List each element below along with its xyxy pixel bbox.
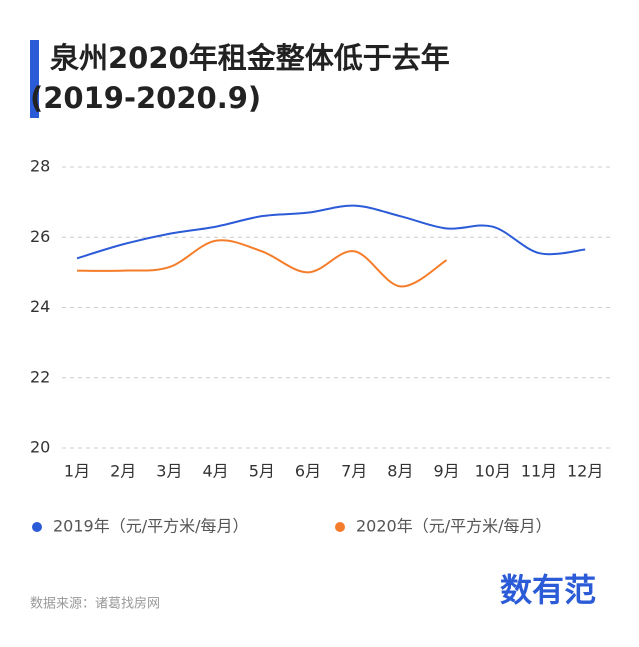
series-line: [76, 239, 448, 288]
legend-marker: [335, 522, 345, 532]
source: 数据来源：诸葛找房网: [30, 596, 160, 612]
x-tick-label: 6月: [295, 462, 321, 481]
x-tick-label: 7月: [341, 462, 367, 481]
x-tick-label: 1月: [64, 462, 90, 481]
x-tick-label: 3月: [156, 462, 182, 481]
chart-title: 泉州2020年租金整体低于去年: [50, 41, 450, 75]
x-tick-label: 10月: [475, 462, 511, 481]
x-tick-label: 8月: [387, 462, 413, 481]
x-tick-label: 11月: [521, 462, 557, 481]
chart-subtitle: (2019-2020.9): [30, 81, 261, 115]
y-tick-label: 26: [30, 227, 50, 246]
y-tick-label: 28: [30, 157, 50, 176]
x-tick-label: 12月: [567, 462, 603, 481]
x-tick-label: 2月: [110, 462, 136, 481]
legend-label: 2019年（元/平方米/每月）: [53, 517, 249, 536]
y-tick-label: 20: [30, 438, 50, 457]
x-tick-label: 9月: [434, 462, 460, 481]
x-tick-label: 5月: [249, 462, 275, 481]
series-line: [76, 204, 586, 260]
y-tick-label: 24: [30, 297, 50, 316]
y-tick-label: 22: [30, 367, 50, 386]
title-bar: [30, 40, 39, 118]
x-tick-label: 4月: [203, 462, 229, 481]
legend-label: 2020年（元/平方米/每月）: [356, 517, 552, 536]
logo: 数有范: [500, 571, 596, 609]
legend-marker: [32, 522, 42, 532]
